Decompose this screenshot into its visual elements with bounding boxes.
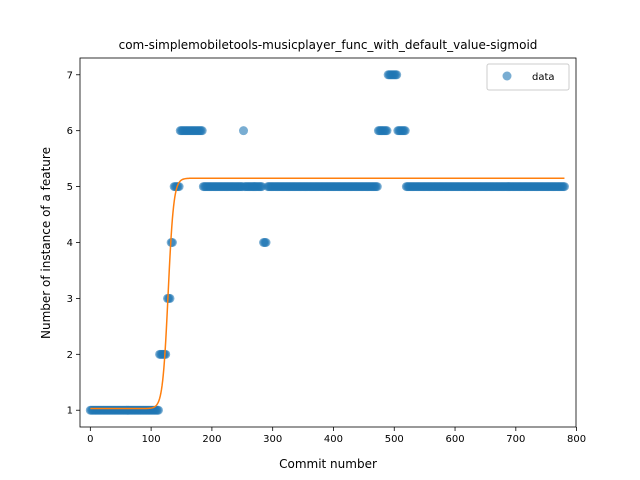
x-axis-ticks: 0 100 200 300 400 500 600 700 800 <box>87 427 586 445</box>
x-tick-label: 700 <box>506 434 525 445</box>
data-point <box>197 126 207 136</box>
legend-label: data <box>532 72 555 83</box>
y-axis-label: Number of instance of a feature <box>39 147 53 339</box>
legend: data <box>486 63 570 91</box>
x-tick-label: 300 <box>263 434 282 445</box>
data-point <box>261 238 271 247</box>
x-tick-label: 500 <box>385 434 404 445</box>
y-tick-label: 2 <box>67 350 73 361</box>
chart-title: com-simplemobiletools-musicplayer_func_w… <box>119 38 538 52</box>
y-tick-label: 7 <box>67 70 73 81</box>
y-tick-label: 6 <box>67 126 73 137</box>
x-tick-label: 600 <box>445 434 464 445</box>
data-point <box>392 70 402 80</box>
data-point <box>400 126 410 136</box>
y-tick-label: 3 <box>67 294 73 305</box>
y-axis-ticks: 1 2 3 4 5 6 7 <box>67 70 80 417</box>
data-point <box>165 293 175 303</box>
x-tick-label: 100 <box>142 434 161 445</box>
data-point <box>372 182 382 192</box>
data-point <box>167 238 177 247</box>
y-tick-label: 5 <box>67 182 73 193</box>
legend-marker <box>502 71 512 81</box>
x-axis-label: Commit number <box>279 457 377 471</box>
x-tick-label: 800 <box>567 434 586 445</box>
x-tick-label: 0 <box>87 434 93 445</box>
scatter-series-data <box>85 70 569 415</box>
legend-box <box>486 63 570 91</box>
data-point <box>161 349 171 359</box>
data-point <box>559 182 569 192</box>
sigmoid-fit-line <box>90 177 565 410</box>
plot-area <box>79 57 577 428</box>
y-tick-label: 1 <box>67 406 73 417</box>
data-point <box>239 126 249 136</box>
data-point <box>382 126 392 136</box>
x-tick-label: 400 <box>324 434 343 445</box>
x-tick-label: 200 <box>202 434 221 445</box>
data-point <box>153 405 163 415</box>
y-tick-label: 4 <box>67 238 73 249</box>
